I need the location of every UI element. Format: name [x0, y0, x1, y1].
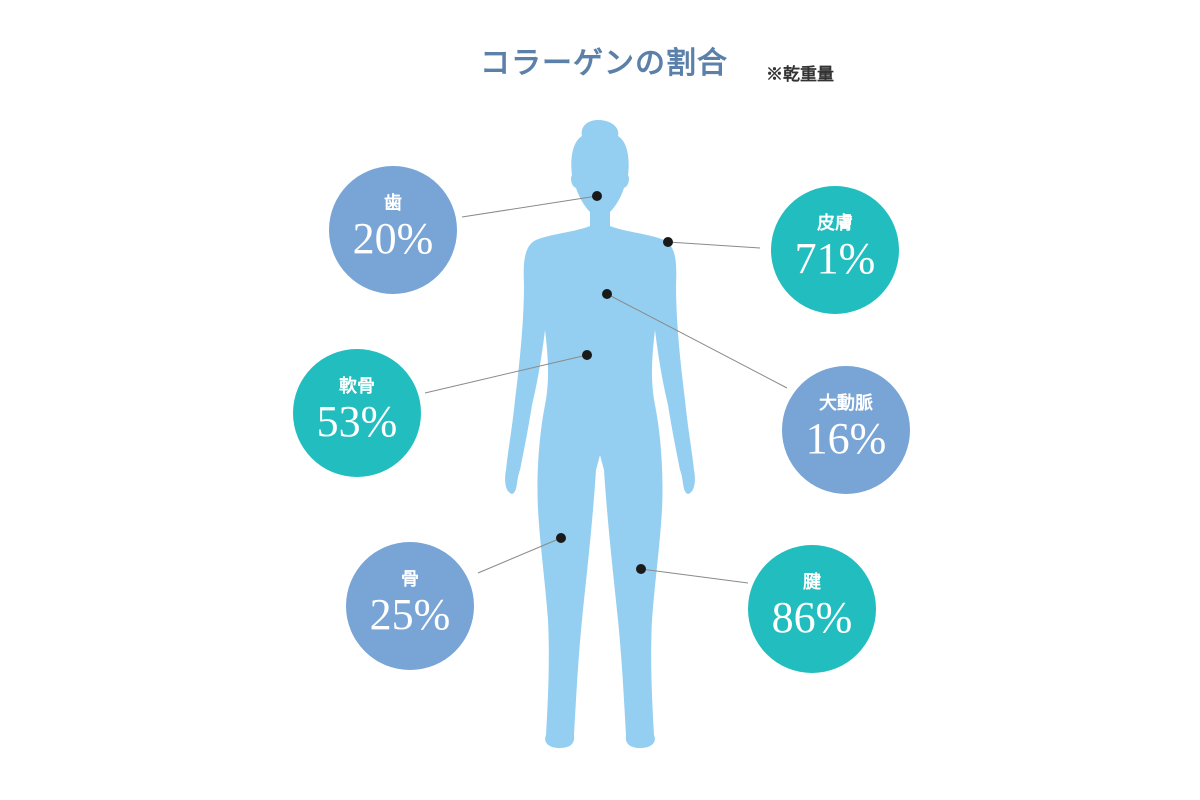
leader-line-tendon — [640, 568, 749, 584]
bubble-teeth: 歯 20% — [329, 166, 457, 294]
bubble-value: 16% — [805, 414, 887, 463]
marker-dot-teeth — [592, 191, 602, 201]
bubble-value: 25% — [369, 590, 451, 639]
bubble-skin: 皮膚 71% — [771, 186, 899, 314]
dry-weight-note: ※乾重量 — [766, 65, 834, 85]
bubble-label: 腱 — [803, 572, 821, 593]
bubble-cartilage: 軟骨 53% — [293, 349, 421, 477]
bubble-label: 軟骨 — [339, 376, 375, 397]
bubble-tendon: 腱 86% — [748, 545, 876, 673]
marker-dot-skin — [663, 237, 673, 247]
leader-line-aorta — [606, 293, 788, 389]
bubble-label: 皮膚 — [817, 213, 853, 234]
marker-dot-aorta — [602, 289, 612, 299]
leader-lines — [424, 195, 788, 584]
leader-line-teeth — [461, 195, 598, 218]
bubble-value: 71% — [794, 234, 876, 283]
bubble-label: 骨 — [401, 569, 419, 590]
bubble-label: 大動脈 — [819, 393, 873, 414]
bubble-value: 20% — [352, 214, 434, 263]
marker-dot-tendon — [636, 564, 646, 574]
leader-line-cartilage — [424, 354, 588, 394]
bubble-aorta: 大動脈 16% — [782, 366, 910, 494]
leader-line-skin — [667, 241, 761, 249]
bubble-label: 歯 — [384, 193, 402, 214]
leader-line-bone — [477, 537, 562, 574]
bubble-value: 86% — [771, 593, 853, 642]
page-title: コラーゲンの割合 — [480, 46, 728, 81]
marker-dot-cartilage — [582, 350, 592, 360]
bubble-bone: 骨 25% — [346, 542, 474, 670]
human-silhouette — [505, 120, 695, 748]
bubble-value: 53% — [316, 397, 398, 446]
marker-dot-bone — [556, 533, 566, 543]
